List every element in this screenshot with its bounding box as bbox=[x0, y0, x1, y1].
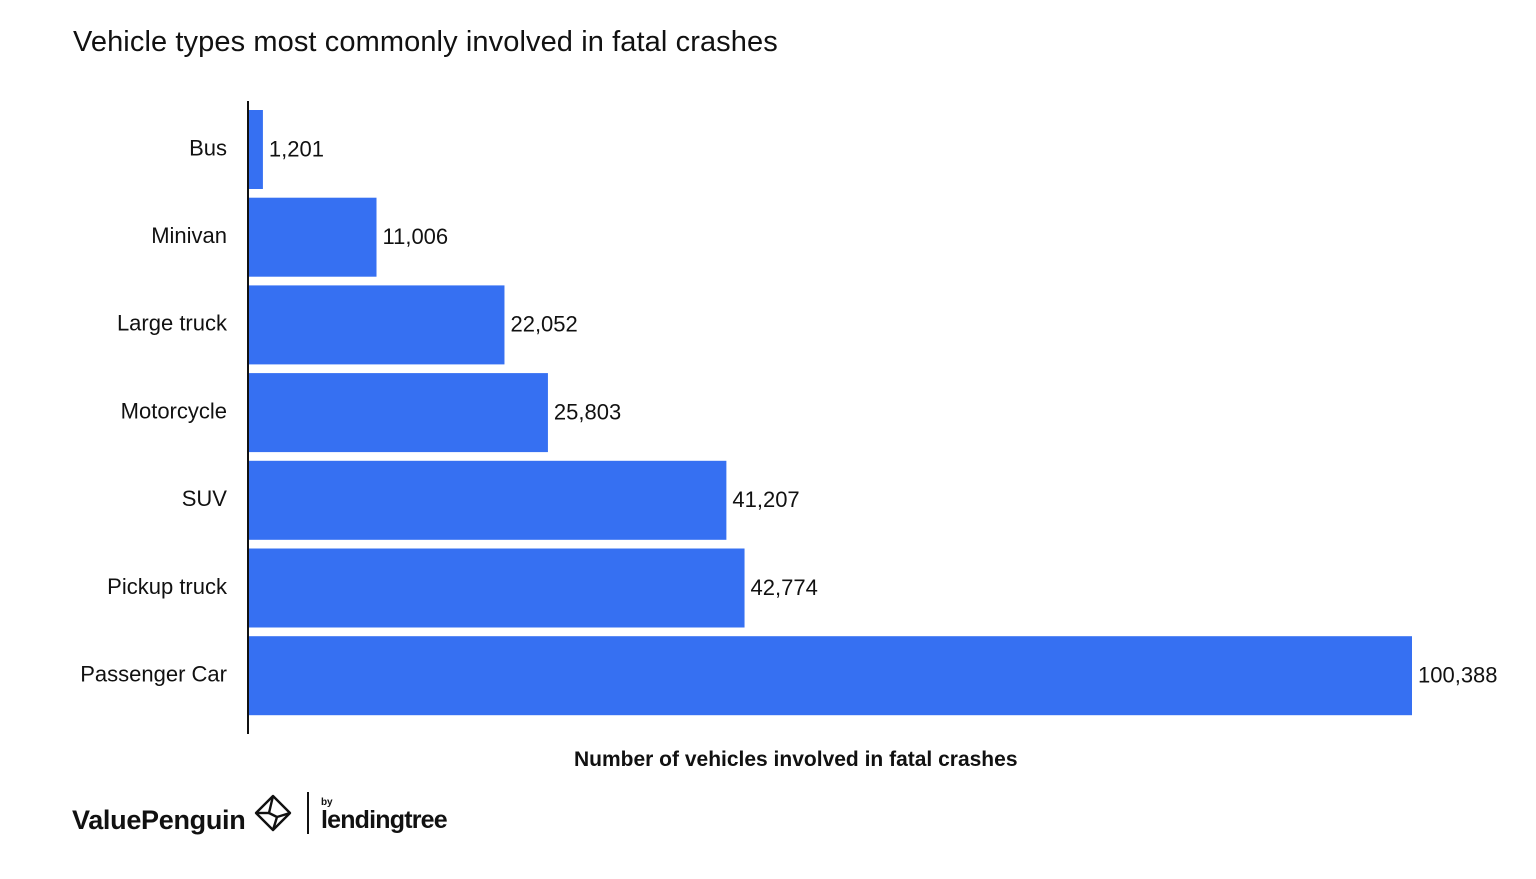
brand-footer: ValuePenguin by lendingtree bbox=[72, 788, 448, 838]
category-label-bus: Bus bbox=[189, 135, 227, 160]
value-label-minivan: 11,006 bbox=[383, 224, 449, 249]
bar-suv bbox=[249, 460, 727, 540]
chart-title: Vehicle types most commonly involved in … bbox=[73, 26, 778, 58]
category-labels: Bus Minivan Large truck Motorcycle SUV Pickup… bbox=[80, 135, 228, 686]
value-label-large-truck: 22,052 bbox=[510, 312, 577, 337]
category-label-minivan: Minivan bbox=[151, 223, 227, 248]
brand-secondary-logo: lendingtree bbox=[320, 805, 448, 834]
bar-pickup-truck bbox=[249, 548, 745, 628]
value-label-suv: 41,207 bbox=[732, 487, 799, 512]
penguin-diamond-icon bbox=[255, 794, 292, 832]
brand-primary-logo: ValuePenguin bbox=[72, 804, 246, 835]
bar-minivan bbox=[249, 197, 377, 277]
category-label-passenger-car: Passenger Car bbox=[80, 662, 227, 687]
category-label-suv: SUV bbox=[182, 486, 228, 511]
bar-passenger-car bbox=[249, 636, 1412, 716]
bar-large-truck bbox=[249, 285, 505, 365]
category-label-motorcycle: Motorcycle bbox=[121, 398, 227, 423]
bar-motorcycle bbox=[249, 373, 548, 453]
value-label-passenger-car: 100,388 bbox=[1418, 663, 1498, 688]
value-labels: 1,201 11,006 22,052 25,803 41,207 42,774 100,3… bbox=[269, 136, 1498, 687]
x-axis-label: Number of vehicles involved in fatal cra… bbox=[574, 748, 1018, 771]
brand-divider bbox=[307, 792, 309, 834]
brand-secondary-group: by lendingtree bbox=[320, 796, 448, 834]
category-label-pickup-truck: Pickup truck bbox=[107, 574, 228, 599]
bars-layer bbox=[249, 110, 1412, 716]
brand-by-text: by bbox=[320, 796, 333, 808]
value-label-motorcycle: 25,803 bbox=[554, 399, 621, 424]
value-label-pickup-truck: 42,774 bbox=[751, 575, 818, 600]
category-label-large-truck: Large truck bbox=[117, 311, 228, 336]
bar-bus bbox=[249, 110, 263, 189]
value-label-bus: 1,201 bbox=[269, 136, 324, 161]
